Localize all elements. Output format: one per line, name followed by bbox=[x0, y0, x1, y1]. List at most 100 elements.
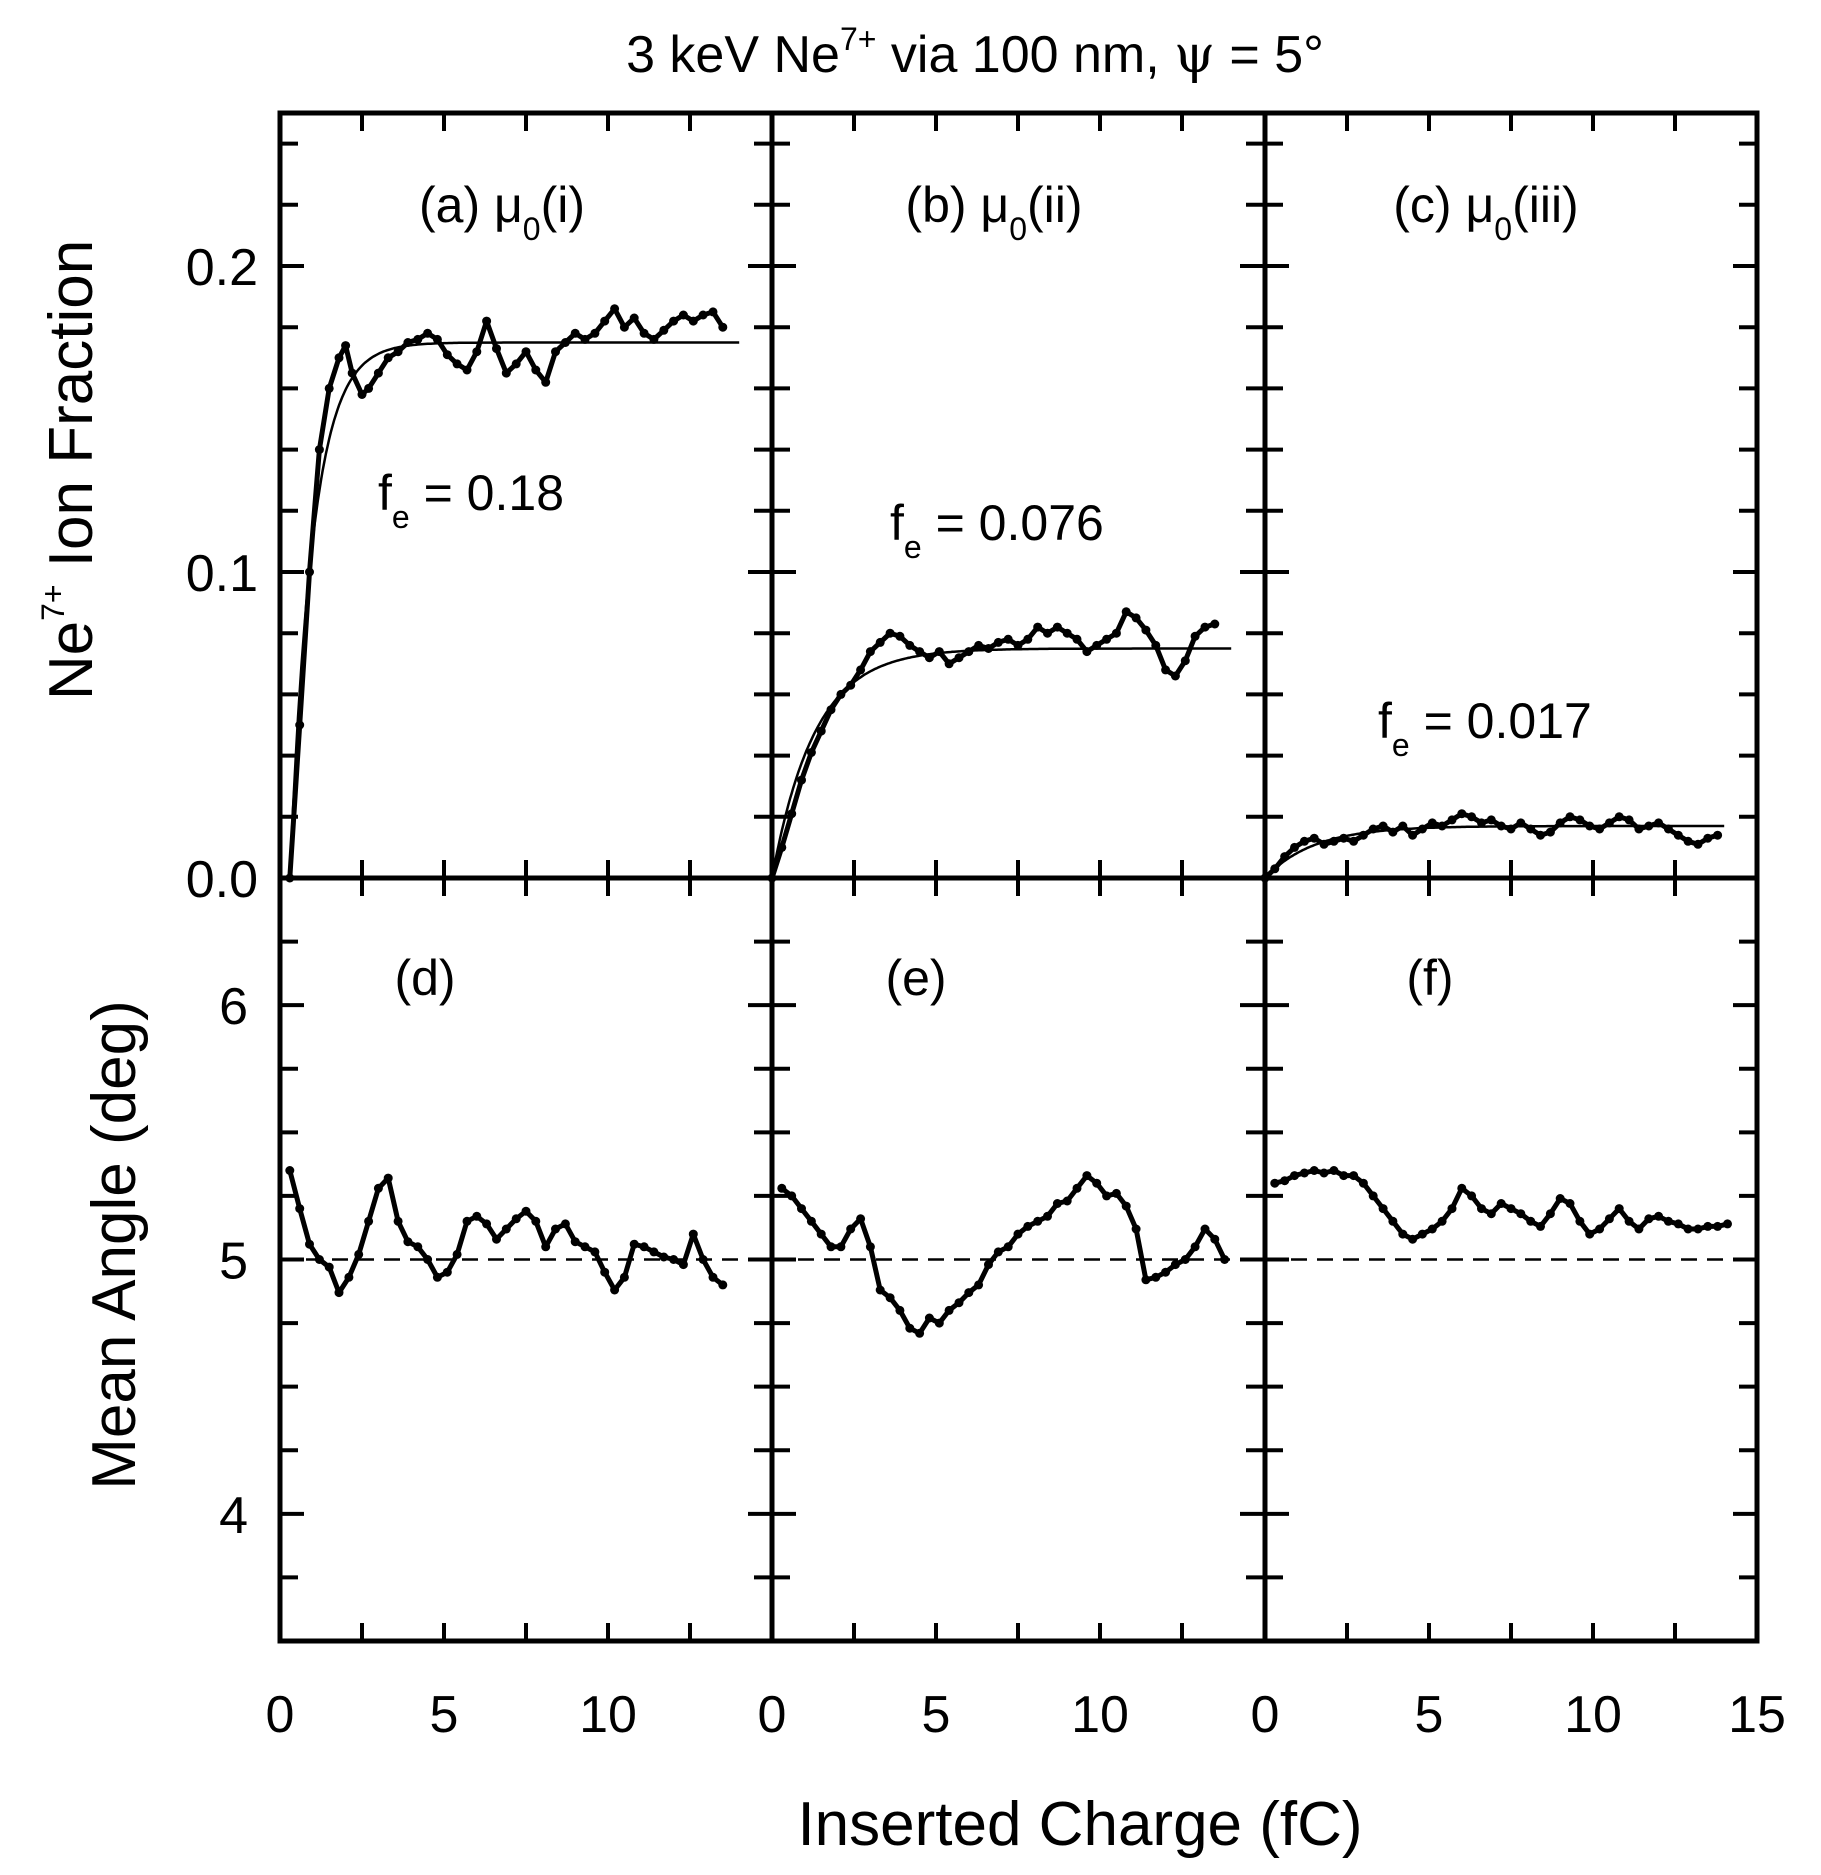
fe-annotation: fe = 0.18 bbox=[378, 465, 564, 535]
fraction-point bbox=[1614, 812, 1624, 822]
angle-point bbox=[1339, 1171, 1349, 1181]
angle-point bbox=[1121, 1201, 1131, 1211]
fraction-point bbox=[1644, 821, 1654, 831]
angle-point bbox=[305, 1239, 314, 1249]
angle-point bbox=[413, 1242, 423, 1252]
fraction-point bbox=[413, 334, 423, 344]
angle-point bbox=[501, 1224, 511, 1234]
fraction-point bbox=[1496, 821, 1506, 831]
x-tick-label: 10 bbox=[579, 1686, 637, 1744]
fraction-point bbox=[1290, 842, 1299, 852]
y-axis-label-bottom: Mean Angle (deg) bbox=[80, 1000, 149, 1489]
fraction-point bbox=[669, 316, 679, 326]
angle-point bbox=[580, 1242, 590, 1252]
fraction-point bbox=[600, 316, 610, 326]
angle-point bbox=[1723, 1219, 1732, 1229]
angle-point bbox=[492, 1234, 501, 1244]
fraction-point bbox=[1210, 619, 1220, 629]
fraction-point bbox=[314, 445, 324, 455]
angle-point bbox=[1398, 1229, 1408, 1239]
y-tick-label: 0.0 bbox=[186, 851, 258, 909]
angle-point bbox=[905, 1323, 915, 1333]
angle-point bbox=[521, 1206, 531, 1216]
angle-point bbox=[787, 1191, 797, 1201]
angle-point bbox=[816, 1229, 826, 1239]
fraction-point bbox=[1062, 628, 1072, 638]
fraction-point bbox=[393, 347, 403, 357]
x-tick-label: 0 bbox=[266, 1686, 295, 1744]
angle-point bbox=[1437, 1216, 1447, 1226]
angle-point bbox=[1299, 1168, 1309, 1178]
fraction-point bbox=[531, 365, 541, 375]
fraction-point bbox=[905, 640, 915, 650]
fraction-point bbox=[551, 347, 560, 357]
panel-label: (d) bbox=[394, 950, 455, 1006]
fraction-point bbox=[1457, 809, 1467, 819]
fraction-point bbox=[423, 328, 433, 338]
angle-point bbox=[1417, 1229, 1427, 1239]
fraction-point bbox=[541, 377, 551, 387]
fraction-point bbox=[924, 653, 934, 663]
fraction-point bbox=[954, 653, 964, 663]
fraction-point bbox=[1408, 830, 1418, 840]
angle-point bbox=[915, 1328, 925, 1338]
angle-point bbox=[1033, 1216, 1043, 1226]
fraction-point bbox=[1565, 812, 1575, 822]
x-tick-label: 10 bbox=[1564, 1686, 1622, 1744]
angle-point bbox=[1663, 1216, 1673, 1226]
fraction-point bbox=[836, 689, 846, 699]
angle-point bbox=[472, 1211, 482, 1221]
angle-point bbox=[1496, 1199, 1506, 1208]
fit-curve bbox=[1264, 824, 1725, 879]
angle-point bbox=[383, 1173, 393, 1183]
fraction-point bbox=[1683, 836, 1693, 846]
fraction-point bbox=[1329, 836, 1339, 846]
fraction-point bbox=[472, 347, 482, 357]
fraction-point bbox=[1003, 634, 1013, 644]
fraction-point bbox=[1447, 815, 1457, 825]
fraction-point bbox=[482, 316, 492, 326]
fraction-point bbox=[1585, 821, 1595, 831]
angle-point bbox=[1358, 1178, 1368, 1188]
fraction-point bbox=[383, 353, 393, 363]
angle-point bbox=[1526, 1216, 1536, 1226]
angle-point bbox=[797, 1204, 806, 1214]
fraction-point bbox=[1180, 656, 1190, 666]
x-tick-label: 15 bbox=[1728, 1686, 1786, 1744]
y-tick-label: 4 bbox=[219, 1487, 248, 1545]
fraction-point bbox=[1536, 830, 1545, 840]
fraction-point bbox=[1427, 818, 1437, 828]
fraction-point bbox=[1703, 833, 1713, 843]
y-tick-label: 0.1 bbox=[186, 545, 258, 603]
angle-point bbox=[1013, 1229, 1023, 1239]
angle-point bbox=[1575, 1216, 1585, 1226]
angle-point bbox=[1545, 1209, 1555, 1219]
fraction-point bbox=[511, 359, 521, 369]
angle-point bbox=[1378, 1204, 1388, 1214]
angle-point bbox=[1151, 1272, 1161, 1282]
angle-point bbox=[1072, 1183, 1082, 1193]
fraction-point bbox=[357, 390, 367, 399]
angle-point bbox=[1023, 1221, 1033, 1231]
fraction-point bbox=[1663, 824, 1673, 834]
angle-point bbox=[295, 1204, 305, 1214]
angle-point bbox=[1170, 1260, 1180, 1270]
angle-point bbox=[1604, 1214, 1614, 1224]
fraction-point bbox=[373, 368, 383, 378]
angle-point bbox=[462, 1216, 472, 1226]
angle-point bbox=[1388, 1216, 1398, 1226]
angle-point bbox=[610, 1285, 620, 1295]
fraction-point bbox=[1388, 827, 1398, 837]
fraction-point bbox=[324, 383, 334, 393]
fraction-point bbox=[1634, 824, 1644, 834]
panel-label: (e) bbox=[885, 950, 946, 1006]
panel-b: (b) μ0(ii) fe = 0.076 bbox=[767, 177, 1232, 883]
x-tick-label: 5 bbox=[430, 1686, 459, 1744]
y-tick-label: 6 bbox=[219, 978, 248, 1036]
angle-point bbox=[1477, 1204, 1486, 1214]
x-tick-label: 0 bbox=[758, 1686, 787, 1744]
angle-point bbox=[934, 1318, 944, 1328]
angle-point bbox=[688, 1229, 698, 1239]
angle-point bbox=[1349, 1171, 1359, 1181]
